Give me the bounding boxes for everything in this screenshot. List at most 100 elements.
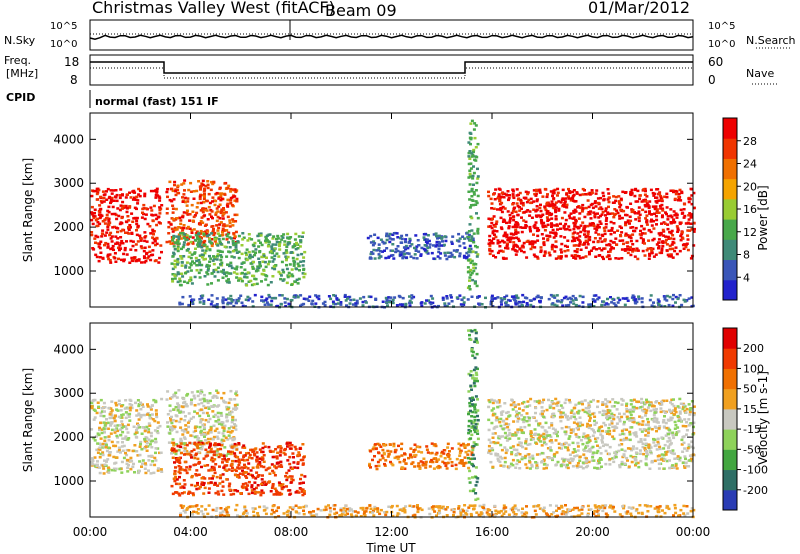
velocity-cell [196,481,199,485]
velocity-cell [249,469,253,472]
power-cell [167,225,171,229]
velocity-cell [226,514,230,517]
power-cell [489,300,493,304]
power-cell [182,226,186,230]
velocity-cell [427,507,431,510]
power-cell [205,247,209,250]
power-cell [639,229,642,233]
velocity-cell [234,405,237,408]
power-cell [189,262,193,265]
velocity-cell [124,435,128,438]
power-cell [334,294,337,298]
velocity-cell [103,463,107,466]
power-cell [633,212,637,215]
velocity-cell [278,445,282,448]
velocity-cell [199,419,203,422]
velocity-cell [183,437,187,440]
power-cell [576,238,580,241]
power-cell [92,214,96,218]
power-cell [173,274,177,278]
power-cell [504,304,508,307]
power-cell [329,297,333,301]
power-cell [176,245,180,248]
velocity-cell [657,507,661,510]
power-cell [223,272,227,276]
power-cell [209,188,213,192]
velocity-cell [273,465,277,468]
power-cell [606,303,610,306]
velocity-cell [190,474,194,478]
power-cell [215,224,219,227]
velocity-cell [462,514,466,517]
velocity-cell [149,406,153,409]
power-cell [598,237,602,240]
velocity-cell [411,514,415,517]
power-cell [653,192,657,196]
velocity-cell [291,507,295,511]
power-cell [551,231,555,235]
velocity-cell [137,404,141,408]
power-cell [509,232,513,235]
power-cell [355,302,359,305]
velocity-cell [241,482,245,486]
velocity-cell [204,433,208,436]
power-cell [222,212,226,216]
power-cell [587,192,590,196]
power-cell [178,301,182,305]
power-cell [561,304,565,307]
power-cell [106,254,110,258]
power-cell [470,189,474,193]
power-cell [575,254,579,258]
velocity-cell [202,427,206,431]
velocity-cell [580,512,584,515]
velocity-cell [137,418,141,421]
power-cell [140,261,143,264]
velocity-cell [299,477,302,481]
power-cell [646,247,650,250]
power-echo-ground-scatter-near [178,293,695,309]
power-cell [229,196,233,200]
velocity-cell [214,491,218,495]
power-cell [236,299,240,303]
velocity-cell [114,461,118,465]
power-cell [604,226,608,229]
power-cell [668,295,672,299]
power-cell [572,237,576,240]
velocity-cell [221,485,225,488]
power-cell [682,243,686,246]
velocity-cell [587,508,591,511]
power-cell [385,232,389,235]
power-cell [556,191,560,195]
velocity-cell [200,401,204,405]
power-cell [498,241,502,244]
power-cell [520,230,524,234]
power-cell [423,244,427,247]
velocity-cell [233,403,237,407]
power-cell [553,250,557,253]
power-cell [490,296,494,299]
power-cell [689,216,693,219]
velocity-cell [339,509,343,512]
velocity-cell [225,464,229,467]
velocity-cell [674,511,678,515]
power-cell [402,246,406,249]
velocity-cell [145,425,149,429]
power-cell [234,246,238,249]
power-cell [132,257,136,261]
power-cell [660,247,664,250]
power-cell [220,261,224,265]
power-cell [417,250,421,253]
power-cell [609,232,613,236]
power-cell [229,187,233,191]
power-cell [538,206,542,210]
power-cell [235,251,239,254]
power-cell [517,239,521,243]
power-cell [469,162,473,165]
power-cell [182,280,186,283]
power-cell [491,305,495,308]
power-y-tick-label: 1000 [53,264,84,278]
velocity-cell [593,509,597,513]
power-cell [219,195,223,199]
velocity-cell [653,507,657,510]
velocity-cell [333,512,337,515]
